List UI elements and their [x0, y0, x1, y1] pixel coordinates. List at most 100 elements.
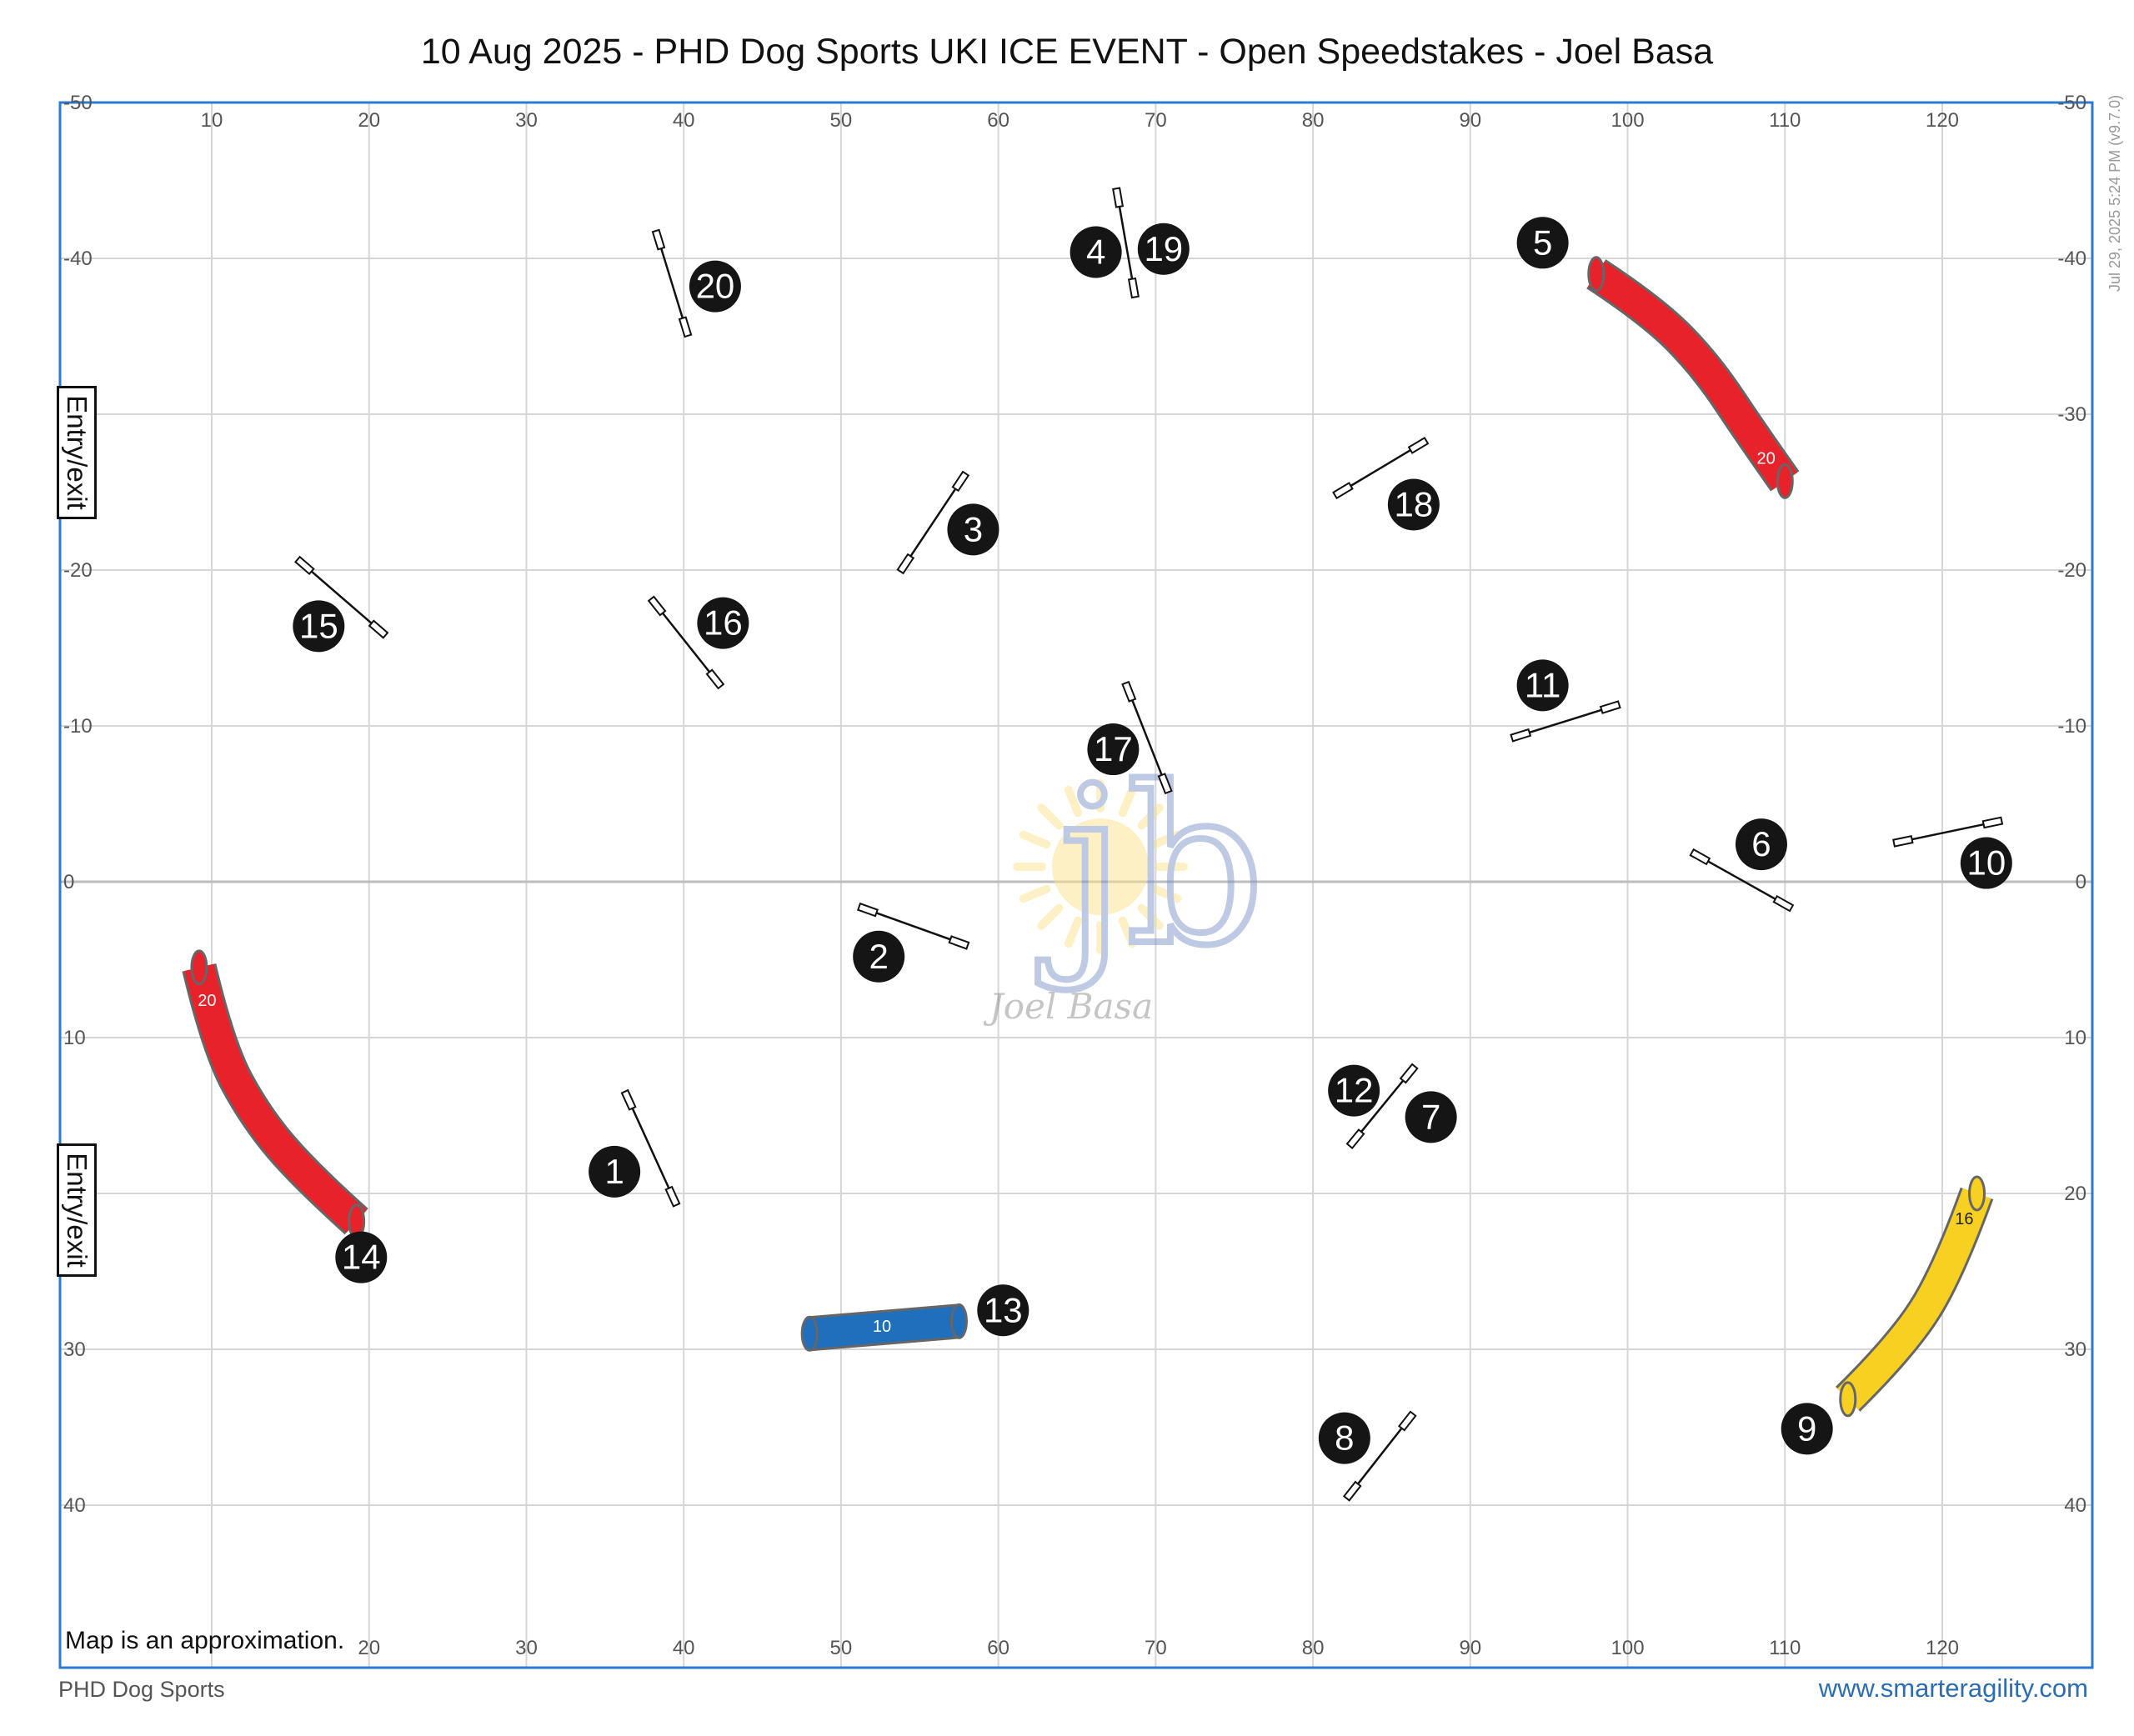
tunnel-end-cap — [1968, 1175, 1986, 1212]
obstacle-number: 10 — [1966, 843, 2006, 883]
jump-3 — [896, 470, 970, 575]
club-name: PHD Dog Sports — [58, 1677, 225, 1702]
version-stamp: Jul 29, 2025 5:24 PM (v9.7.0) — [2106, 94, 2123, 292]
jump-bar — [1351, 1420, 1409, 1492]
x-tick-label-top: 120 — [1926, 109, 1959, 132]
obstacle-number: 14 — [342, 1238, 381, 1277]
jump-bar — [303, 564, 379, 631]
y-tick-label-right: 40 — [2064, 1494, 2086, 1517]
sun-ray — [1019, 830, 1051, 849]
number-marker — [853, 930, 905, 983]
obstacle-number-16: 16 — [697, 597, 749, 649]
x-tick-label-top: 30 — [515, 109, 538, 132]
jump-wing — [1397, 1410, 1417, 1432]
obstacle-number: 6 — [1751, 824, 1771, 863]
jump-6 — [1689, 848, 1795, 913]
obstacle-number-14: 14 — [335, 1231, 388, 1283]
y-tick-label-right: 10 — [2064, 1027, 2086, 1049]
obstacle-number: 16 — [704, 603, 743, 643]
sun-ray — [1150, 884, 1182, 903]
x-tick-label-top: 90 — [1459, 109, 1481, 132]
y-tick-label-right: -30 — [2057, 403, 2086, 426]
jump-wing — [1689, 848, 1711, 866]
obstacle-number-1: 1 — [589, 1145, 641, 1198]
obstacle-number: 9 — [1797, 1408, 1816, 1448]
x-tick-label-top: 10 — [201, 109, 223, 132]
jump-bar — [904, 480, 962, 565]
jump-bar — [1342, 444, 1420, 492]
jump-wing — [1112, 187, 1125, 208]
course-title: 10 Aug 2025 - PHD Dog Sports UKI ICE EVE… — [420, 32, 1714, 72]
tunnel-end-cap — [949, 1303, 968, 1339]
jump-wing — [1342, 1480, 1362, 1502]
number-marker — [947, 503, 999, 556]
y-tick-label-left: -50 — [63, 92, 93, 114]
jumps — [294, 187, 2004, 1502]
obstacle-number: 17 — [1094, 729, 1133, 768]
number-marker — [1318, 1412, 1370, 1464]
jump-wing — [1599, 700, 1621, 714]
jump-bar — [1699, 855, 1784, 905]
jump-bar — [656, 605, 716, 680]
y-tick-label-left: 0 — [63, 871, 74, 893]
jump-wing — [948, 935, 970, 950]
tunnel-end-cap — [1587, 256, 1606, 293]
entry-exit-marker-top: Entry/exit — [57, 386, 97, 519]
site-link[interactable]: www.smarteragility.com — [1818, 1673, 2088, 1703]
y-tick-label-left: 10 — [63, 1027, 86, 1049]
x-tick-label-top: 40 — [673, 109, 695, 132]
tunnel-length-label: 20 — [198, 992, 216, 1010]
jump-wing — [620, 1088, 637, 1111]
obstacle-number: 5 — [1533, 223, 1552, 262]
x-tick-label-top: 100 — [1611, 109, 1645, 132]
entry-exit-label: Entry/exit — [62, 395, 93, 510]
obstacle-number: 4 — [1086, 233, 1105, 272]
x-tick-label-top: 80 — [1302, 109, 1325, 132]
jump-1 — [620, 1088, 681, 1208]
obstacle-number: 3 — [964, 509, 983, 548]
sun-ray — [1064, 916, 1083, 948]
obstacle-number-12: 12 — [1328, 1064, 1380, 1117]
watermark-name: Joel Basa — [983, 986, 1153, 1027]
x-tick-label-bottom: 80 — [1302, 1637, 1325, 1659]
tunnel-13 — [808, 1306, 960, 1349]
jump-wing — [951, 470, 970, 493]
obstacle-number-10: 10 — [1960, 837, 2012, 889]
y-tick-label-right: 20 — [2064, 1183, 2086, 1205]
jump-bar — [1355, 1073, 1410, 1140]
jump-wing — [647, 595, 667, 617]
y-tick-label-left: 40 — [63, 1494, 86, 1517]
tunnel-length-label: 20 — [1757, 449, 1776, 468]
x-tick-label-top: 60 — [987, 109, 1009, 132]
y-tick-label-right: -20 — [2057, 559, 2086, 582]
obstacle-number-20: 20 — [689, 260, 741, 313]
obstacle-number-5: 5 — [1516, 217, 1569, 269]
tunnel-9 — [1837, 1188, 1991, 1410]
entry-exit-label: Entry/exit — [62, 1153, 93, 1268]
tunnel-5 — [1587, 261, 1797, 490]
jump-11 — [1510, 700, 1621, 743]
obstacle-number-8: 8 — [1318, 1412, 1370, 1464]
obstacle-number: 7 — [1421, 1097, 1440, 1136]
jump-wing — [1981, 816, 2004, 829]
jump-16 — [647, 595, 725, 690]
y-tick-label-right: -50 — [2057, 92, 2086, 114]
number-marker — [1387, 478, 1440, 531]
tunnel-end-cap — [1776, 463, 1794, 499]
jump-wing — [678, 316, 693, 338]
y-tick-label-right: 0 — [2076, 871, 2086, 893]
obstacle-number-13: 13 — [977, 1284, 1029, 1337]
jump-bar — [1128, 691, 1166, 784]
x-tick-label-bottom: 50 — [830, 1637, 853, 1659]
tunnel-length-label: 16 — [1955, 1210, 1973, 1228]
tunnel-length-label: 10 — [873, 1318, 891, 1336]
jump-wing — [664, 1185, 681, 1208]
obstacle-number-15: 15 — [293, 600, 345, 653]
y-tick-label-left: 30 — [63, 1338, 86, 1361]
obstacle-number-3: 3 — [947, 503, 999, 556]
obstacle-number-11: 11 — [1516, 659, 1569, 712]
jump-wing — [705, 668, 725, 690]
y-tick-label-right: -40 — [2057, 248, 2086, 270]
jump-wing — [1345, 1128, 1365, 1150]
jump-wing — [1407, 436, 1430, 454]
